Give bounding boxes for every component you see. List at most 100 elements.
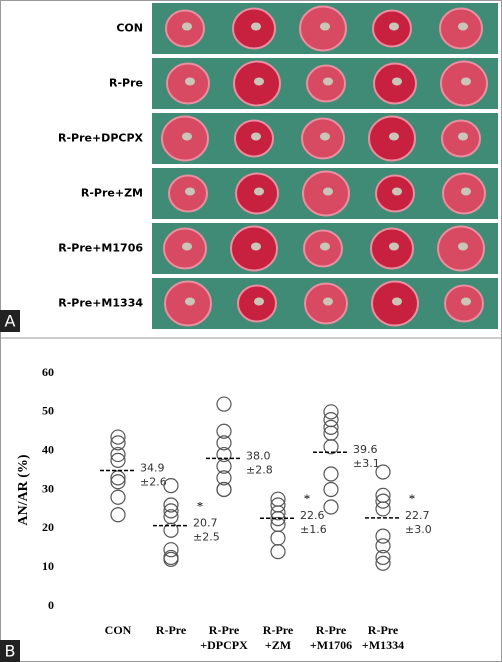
sem-label: ±2.6 [140,475,167,488]
slice-cavity [389,242,399,251]
slice-cavity [254,187,264,196]
slice-cavity [185,297,195,306]
mean-label: 22.7 [405,509,430,522]
x-tick-label: R-Pre [263,623,294,637]
data-point [110,435,126,451]
slice-cavity [323,297,333,306]
row-label: R-Pre [109,77,143,90]
panel-b-box [0,640,20,662]
x-tick-label: +M1334 [362,638,404,652]
slice-cavity [461,187,471,196]
slice-cavity [389,132,399,141]
slice-cavity [251,132,261,141]
slice-cavity [182,132,192,141]
panel-a-box [0,310,20,332]
data-point [270,491,286,507]
x-tick-label: CON [105,623,132,637]
slice-cavity [185,77,195,86]
data-point [163,478,179,494]
data-point [323,419,339,435]
y-tick-label: 20 [42,520,54,534]
slice-cavity [185,187,195,196]
data-point [216,423,232,439]
data-point [375,549,391,566]
data-point [110,489,126,505]
x-tick-label: +ZM [265,638,291,652]
x-tick-label: R-Pre [156,623,187,637]
data-point [270,530,286,546]
sem-label: ±1.6 [300,523,327,536]
data-point [216,446,232,463]
slice-cavity [458,242,468,251]
panel-a-label: A [5,312,16,331]
data-point [270,544,286,560]
data-point [323,499,339,515]
slice-cavity [458,132,468,141]
slice-cavity [182,22,192,31]
mean-label: 22.6 [300,509,325,522]
significance-mark: * [409,491,416,506]
slice-cavity [392,77,402,86]
slice-cavity [320,22,330,31]
photo-area [152,2,500,332]
sem-label: ±2.8 [246,463,273,476]
x-tick-label: +M1706 [310,638,352,652]
slice-cavity [392,297,402,306]
data-point [270,497,286,513]
sem-label: ±3.0 [405,523,432,536]
slice-cavity [182,242,192,251]
data-point [110,470,126,486]
y-tick-label: 30 [42,481,54,495]
x-tick-label: R-Pre [316,623,347,637]
data-point [110,446,126,463]
data-point [323,481,339,498]
data-point [270,505,286,521]
data-point [110,429,126,445]
significance-mark: * [197,499,204,514]
slice-cavity [461,77,471,86]
x-tick-label: R-Pre [368,623,399,637]
slice-cavity [392,187,402,196]
data-point [110,474,126,490]
y-tick-label: 50 [42,404,54,418]
sem-label: ±2.5 [193,531,220,544]
slice-cavity [461,297,471,306]
y-tick-label: 60 [42,365,54,379]
slice-cavity [251,242,261,251]
row-label: R-Pre+M1334 [58,297,143,310]
row-label: R-Pre+M1706 [58,242,143,255]
data-point [163,503,179,519]
slice-cavity [251,22,261,31]
data-point [110,452,126,468]
mean-label: 34.9 [140,461,165,474]
data-point [110,507,126,523]
data-point [375,528,391,544]
slice-cavity [320,132,330,141]
data-point [375,538,391,554]
data-point [216,470,232,486]
y-tick-label: 0 [48,598,54,612]
slice-cavity [323,77,333,86]
significance-mark: * [304,491,311,506]
x-tick-label: R-Pre [209,623,240,637]
slice-cavity [254,77,264,86]
sem-label: ±3.1 [353,457,380,470]
data-point [323,425,339,441]
data-point [163,551,179,568]
y-tick-label: 10 [42,559,54,573]
data-point [216,435,232,451]
data-point [375,464,391,480]
y-axis-label: AN/AR (%) [16,454,31,525]
data-point [216,458,232,474]
data-point [323,466,339,482]
data-point [375,493,391,509]
slice-cavity [323,187,333,196]
data-point [323,412,339,428]
data-point [163,522,179,538]
data-point [163,497,179,513]
slice-cavity [458,22,468,31]
data-point [375,487,391,503]
data-point [323,404,339,420]
slice-cavity [254,297,264,306]
